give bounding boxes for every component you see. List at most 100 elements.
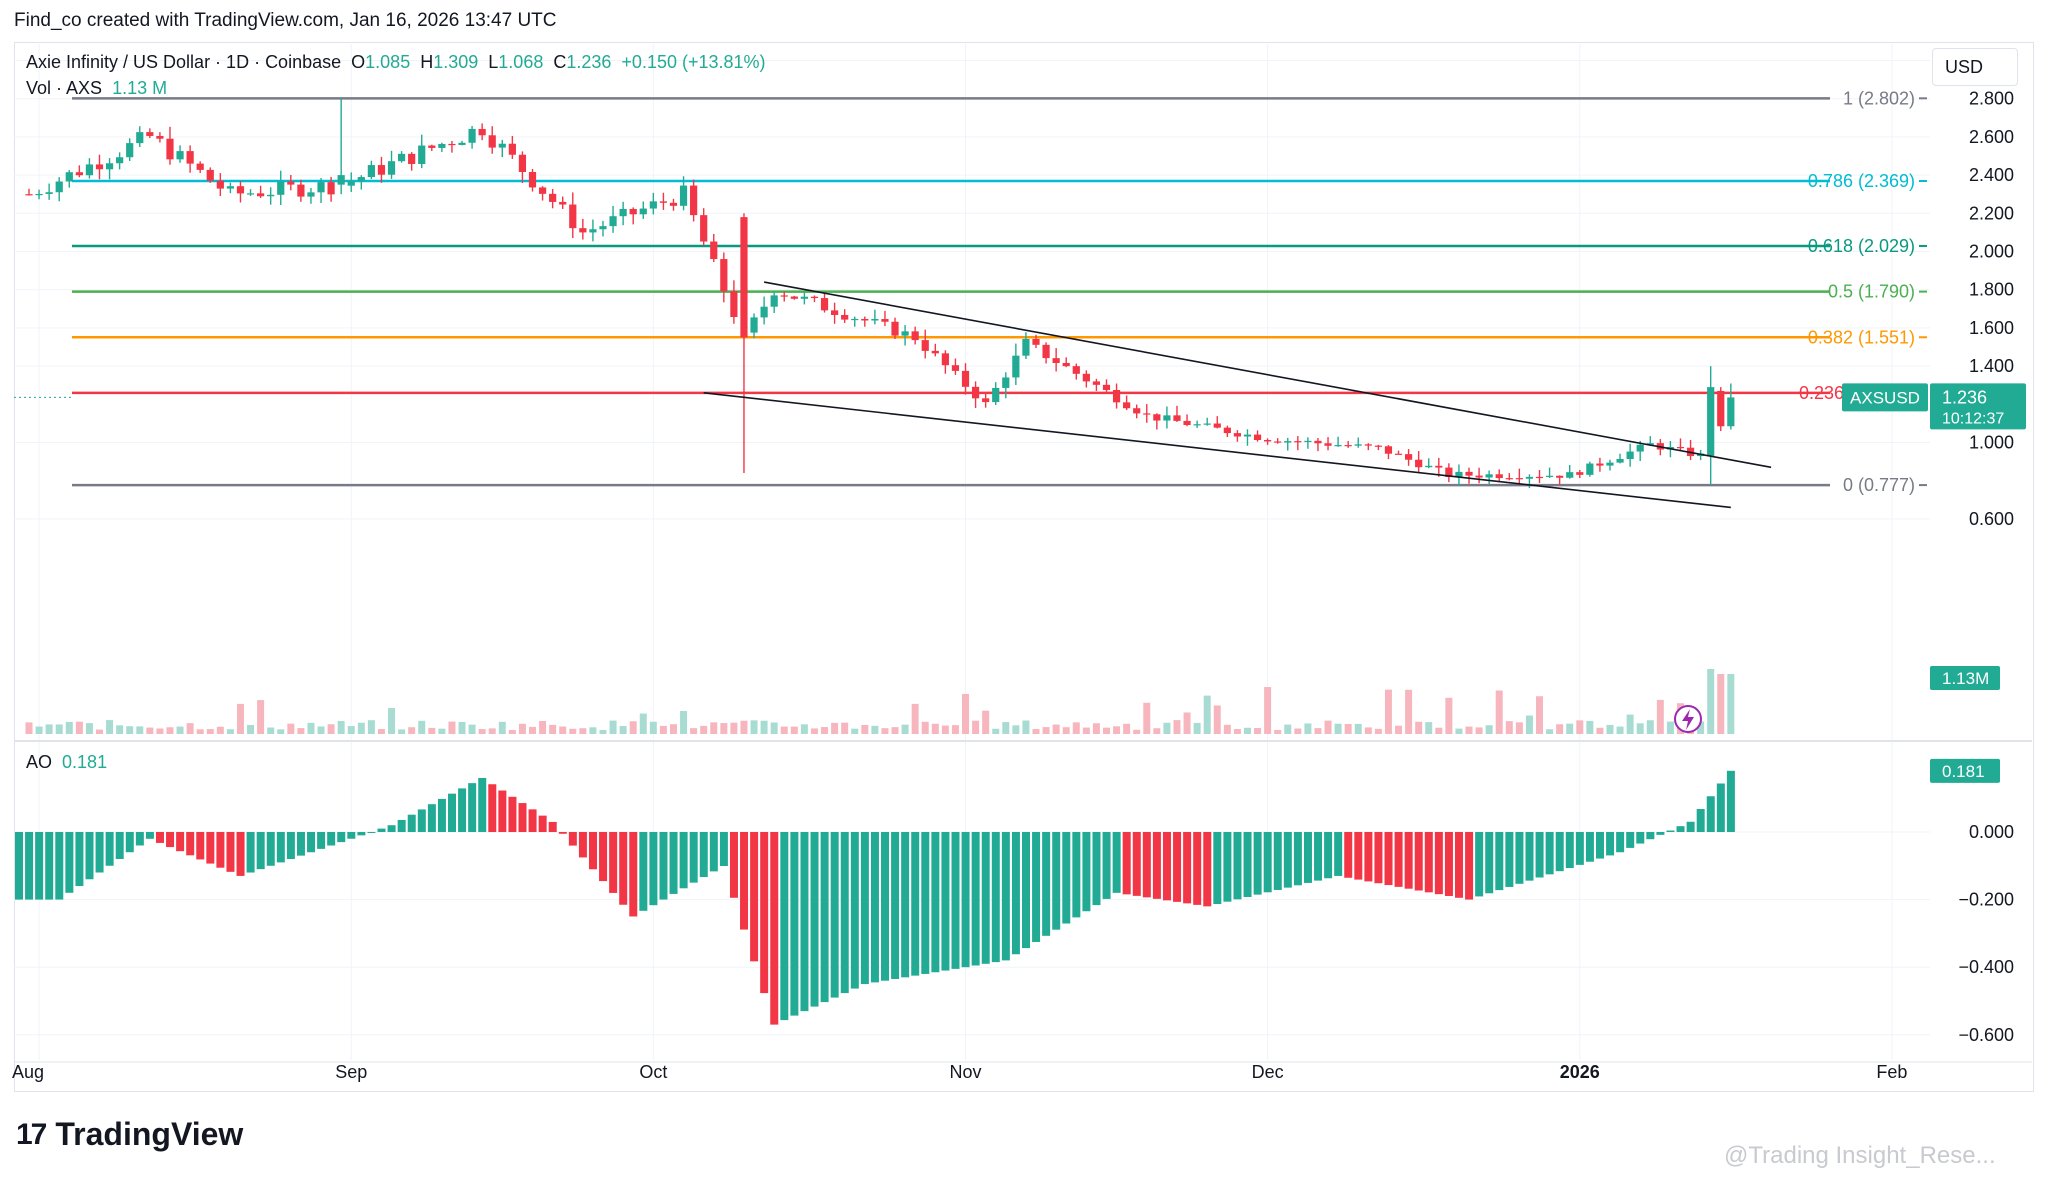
candle-body: [891, 321, 899, 336]
volume-bar: [1334, 723, 1342, 734]
volume-bar: [1062, 727, 1070, 734]
ao-bar: [1183, 832, 1192, 904]
volume-bar: [1374, 728, 1382, 734]
candle-body: [95, 164, 104, 170]
volume-bar: [1032, 729, 1040, 734]
volume-bar: [1415, 721, 1423, 734]
ao-bar: [1314, 832, 1323, 881]
volume-bar: [821, 727, 829, 734]
volume-bar: [126, 726, 134, 734]
candle-body: [1606, 462, 1614, 466]
volume-bar: [488, 728, 496, 734]
volume-bar: [156, 728, 164, 734]
ao-bar: [1444, 832, 1453, 896]
candle-body: [448, 143, 456, 146]
ao-bar: [1001, 832, 1010, 961]
open-label: O: [351, 52, 366, 72]
ao-bar: [1465, 832, 1474, 900]
volume-bar: [780, 726, 788, 734]
volume-bar: [408, 727, 416, 734]
candle-body: [1163, 415, 1171, 421]
ao-bar: [367, 831, 376, 833]
ao-bar: [65, 832, 74, 893]
brand-name: TradingView: [55, 1116, 244, 1152]
price-tick-label: 2.600: [1969, 127, 2014, 147]
ao-bar: [1042, 832, 1051, 936]
candle-body: [851, 318, 859, 321]
candle-body: [1646, 443, 1654, 445]
volume-bar: [599, 729, 607, 734]
ao-bar: [1525, 832, 1534, 881]
candle-body: [1485, 474, 1493, 478]
volume-bar: [1072, 722, 1080, 734]
ao-bar: [1374, 832, 1383, 884]
volume-bar: [1344, 723, 1352, 734]
ao-bar: [921, 832, 930, 974]
low-label: L: [488, 52, 499, 72]
candle-body: [690, 185, 698, 216]
ao-bar: [75, 832, 84, 887]
ao-bar: [1223, 832, 1232, 902]
change-value: +0.150 (+13.81%): [621, 52, 766, 72]
ao-bar: [1112, 832, 1121, 893]
volume-bar: [498, 721, 506, 734]
ao-bar: [1626, 832, 1635, 848]
ao-bar: [307, 832, 316, 853]
volume-bar: [1113, 726, 1121, 734]
symbol-legend: Axie Infinity / US Dollar · 1D · Coinbas…: [26, 52, 766, 73]
volume-bar: [25, 722, 33, 734]
candle-body: [992, 387, 1000, 403]
ao-bar: [679, 832, 688, 889]
ao-bar: [1404, 832, 1413, 889]
volume-bar: [1495, 690, 1503, 734]
volume-bar: [539, 720, 547, 734]
ao-bar: [729, 832, 738, 898]
ao-bar: [55, 832, 64, 900]
ao-bar: [1475, 832, 1484, 897]
candle-body: [1112, 390, 1121, 403]
open-value: 1.085: [365, 52, 411, 72]
candle-body: [669, 202, 678, 206]
candle-body: [982, 398, 990, 403]
volume-bar: [790, 726, 798, 734]
ao-bar: [1696, 809, 1705, 832]
volume-bar: [55, 724, 63, 734]
price-tags: AXSUSD 1.236 10:12:37 1.13M 0.181: [1842, 383, 2026, 783]
candle-body: [1556, 475, 1564, 478]
candle-body: [156, 135, 164, 139]
ao-bar: [649, 832, 658, 906]
ao-tick-label: 0.000: [1969, 822, 2014, 842]
volume-bar: [690, 728, 698, 734]
symbol-tag-bg: [1842, 383, 1928, 412]
ao-bar: [1263, 832, 1272, 893]
ao-bar: [256, 832, 265, 870]
volume-bar: [639, 713, 647, 734]
volume-bar: [357, 722, 365, 734]
ao-bar: [206, 832, 215, 864]
ao-bar: [1152, 832, 1161, 899]
ao-bar: [105, 832, 114, 866]
ao-bar: [1384, 832, 1393, 886]
candle-body: [1515, 478, 1523, 480]
ao-bar: [1636, 832, 1645, 844]
candle-body: [1032, 338, 1040, 345]
candle-body: [1264, 440, 1272, 442]
volume-bar: [720, 723, 728, 734]
candle-body: [498, 143, 506, 148]
volume-bar: [518, 723, 526, 734]
ao-bar: [498, 790, 507, 832]
volume-bar: [337, 720, 345, 734]
candle-body: [760, 306, 768, 318]
ao-bar: [1434, 832, 1443, 895]
ao-bar: [1092, 832, 1101, 906]
volume-bar: [106, 720, 114, 734]
candle-body: [679, 185, 688, 206]
candle-body: [186, 151, 194, 164]
currency-button[interactable]: USD: [1932, 48, 2018, 86]
candle-body: [1243, 434, 1252, 437]
ao-bar: [1716, 783, 1725, 832]
candle-body: [1022, 338, 1030, 356]
ao-bar: [1515, 832, 1524, 884]
ao-bar: [427, 804, 436, 832]
